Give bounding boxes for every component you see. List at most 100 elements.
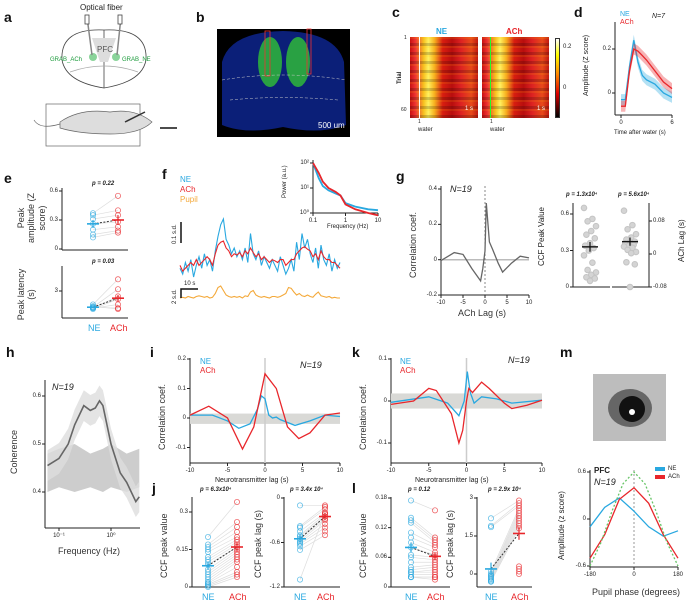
- x-tick-label: 0.1: [308, 218, 318, 224]
- pair-line: [410, 569, 436, 573]
- y-tick-label: 0.6: [577, 469, 586, 475]
- pair-line: [410, 522, 436, 543]
- x-axis-label: ACh Lag (s): [458, 308, 507, 318]
- legend-ach: ACh: [620, 19, 634, 26]
- x-axis-label: Frequency (Hz): [327, 224, 369, 230]
- x-tick-label: 5: [502, 468, 506, 474]
- y-tick-label: 10⁰: [299, 210, 309, 216]
- x-category: NE: [294, 592, 307, 602]
- x-tick: 1: [490, 119, 493, 125]
- ne-point: [90, 210, 97, 217]
- pair-line: [92, 214, 119, 220]
- y-axis-label: CCF peak value: [358, 513, 368, 578]
- ne-series-line: [621, 40, 673, 101]
- y-tick-label: 10¹: [300, 185, 309, 191]
- heatmap-title-ach: ACh: [506, 27, 523, 36]
- ne-point: [487, 515, 494, 522]
- x-category: ACh: [511, 592, 529, 602]
- x-tick-label: 180: [672, 572, 683, 578]
- x-axis-label: Frequency (Hz): [58, 546, 121, 556]
- pair-line: [207, 556, 238, 578]
- mean-connector: [207, 546, 238, 567]
- pair-line: [92, 226, 119, 231]
- y-tick-label: 0.5: [32, 441, 41, 447]
- y-tick-label: 0: [582, 516, 586, 522]
- y-tick-label: -0.1: [376, 440, 387, 446]
- ne-point: [296, 546, 303, 553]
- panel-label-a: a: [4, 9, 12, 25]
- pair-line: [410, 542, 436, 553]
- y-tick-label: 1.5: [464, 533, 473, 539]
- legend-ne: NE: [668, 466, 677, 472]
- n-annotation: N=19: [52, 382, 74, 392]
- point: [592, 222, 600, 230]
- ach-point: [233, 498, 240, 505]
- pfc-label: PFC: [97, 45, 113, 54]
- y-tick-label: -0.6: [575, 563, 586, 569]
- point: [580, 204, 588, 212]
- y-tick-label: -0.6: [269, 539, 280, 546]
- scale-t-label: 10 s: [184, 281, 196, 287]
- ne-point: [204, 534, 211, 541]
- legend-ne: NE: [400, 357, 412, 366]
- x-tick-label: 10: [538, 468, 546, 474]
- x-category: ACh: [110, 323, 128, 333]
- x-axis-label: Time after water (s): [614, 130, 666, 136]
- chart-title: PFC: [594, 466, 610, 475]
- mean-connector: [92, 297, 119, 308]
- x-tick: 1: [418, 119, 421, 125]
- y-tick-label: 0.3: [560, 247, 569, 254]
- y-tick-label: 0: [653, 251, 657, 257]
- pair-line: [299, 506, 326, 527]
- point: [581, 242, 589, 249]
- pair-line: [490, 513, 520, 576]
- point: [629, 221, 636, 229]
- point: [589, 259, 596, 266]
- y-tick-label: 0.2: [177, 356, 186, 362]
- pair-line: [410, 517, 436, 538]
- colorbar: [555, 38, 560, 118]
- ach-series-line: [189, 372, 341, 451]
- mean-connector: [490, 533, 520, 570]
- time-scale-label: 1 s: [465, 106, 474, 112]
- point: [586, 277, 594, 285]
- y-tick-label: 0.1: [177, 385, 186, 392]
- x-tick-label: 6: [670, 120, 674, 126]
- panel-label-h: h: [6, 344, 15, 360]
- pair-line: [92, 195, 119, 214]
- ne-point: [487, 524, 494, 531]
- x-tick-label: 0: [483, 300, 487, 306]
- ach-power-line: [312, 162, 379, 217]
- ne-point: [407, 517, 414, 524]
- pair-line: [490, 507, 520, 572]
- ach-point: [431, 507, 438, 514]
- pair-line: [92, 288, 119, 308]
- p-value: p = 1.3x10⁴: [566, 192, 598, 198]
- x-tick-label: 5: [505, 300, 509, 306]
- ne-point: [90, 231, 97, 238]
- n-annotation: N=7: [652, 13, 666, 20]
- y-tick-label: 0.1: [378, 356, 387, 362]
- pair-line: [299, 534, 326, 551]
- water-label: water: [418, 127, 433, 133]
- point: [632, 230, 640, 238]
- y-tick-label: -0.2: [426, 292, 437, 299]
- pair-line: [207, 551, 238, 573]
- pair-line: [92, 232, 119, 238]
- pair-line: [299, 508, 326, 528]
- y-axis-label: CCF Peak Value: [537, 207, 546, 266]
- ach-point: [233, 574, 240, 581]
- y-axis-label: Peak amplitude (Z score): [16, 192, 47, 244]
- pair-line: [410, 576, 436, 580]
- sem-band: [47, 385, 140, 517]
- ne-point: [296, 502, 303, 509]
- mean-series-line: [589, 471, 679, 567]
- p-value: p = 0.03: [92, 259, 115, 265]
- pair-line: [299, 514, 326, 536]
- p-value: p = 3.4x 10⁴: [290, 487, 324, 493]
- pair-line: [490, 500, 520, 519]
- pair-line: [490, 502, 520, 527]
- x-axis-label: Neurotransmitter lag (s): [215, 477, 289, 484]
- pair-line: [207, 541, 238, 560]
